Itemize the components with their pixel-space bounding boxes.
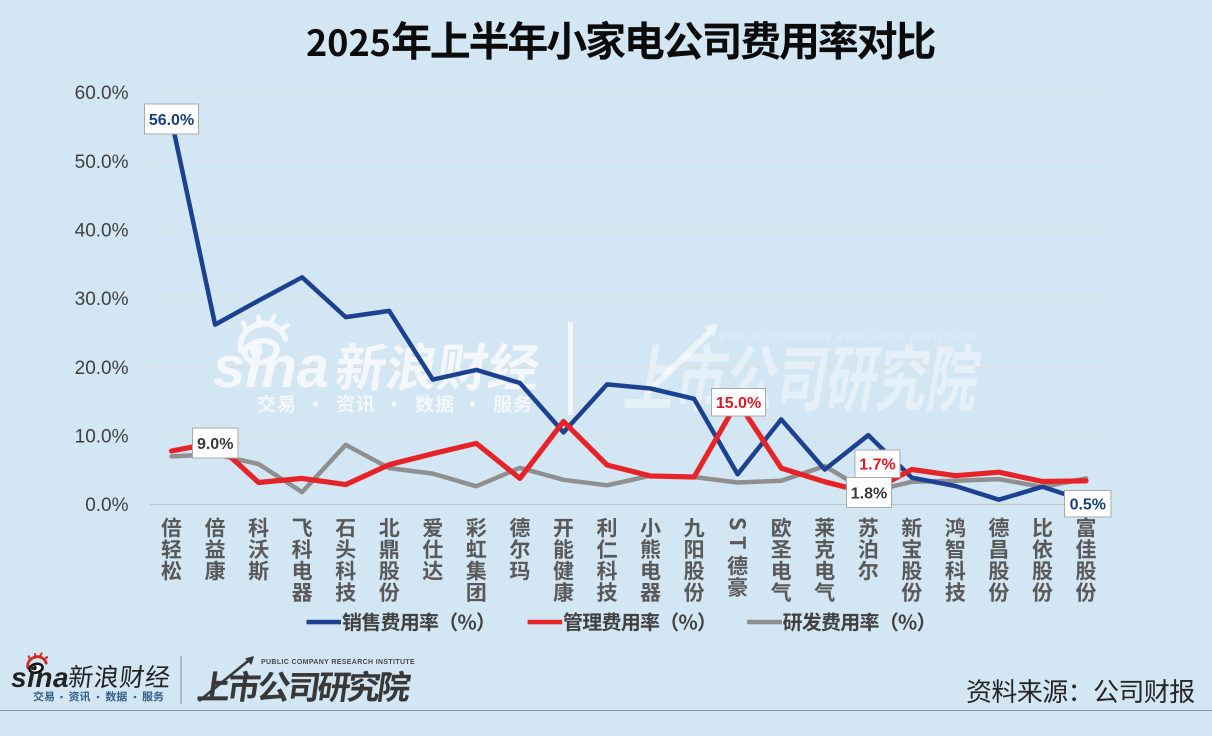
svg-text:56.0%: 56.0% <box>149 112 194 129</box>
svg-text:40.0%: 40.0% <box>75 221 129 242</box>
svg-text:60.0%: 60.0% <box>75 83 129 104</box>
svg-text:50.0%: 50.0% <box>75 152 129 173</box>
svg-text:PUBLIC COMPANY RESEARCH INSTIT: PUBLIC COMPANY RESEARCH INSTITUTE <box>261 659 415 666</box>
svg-text:1.8%: 1.8% <box>851 485 887 502</box>
svg-text:0.5%: 0.5% <box>1070 497 1106 514</box>
svg-text:10.0%: 10.0% <box>75 427 129 448</box>
svg-text:PUBLIC COMPANY RESEARCH INSTIT: PUBLIC COMPANY RESEARCH INSTITUTE <box>719 332 976 344</box>
svg-text:0.0%: 0.0% <box>85 495 128 516</box>
svg-text:1.7%: 1.7% <box>859 457 895 474</box>
svg-text:15.0%: 15.0% <box>716 395 761 412</box>
svg-text:20.0%: 20.0% <box>75 358 129 379</box>
svg-text:sina: sina <box>213 335 329 400</box>
svg-text:sina: sina <box>11 662 69 693</box>
svg-text:9.0%: 9.0% <box>197 436 233 453</box>
svg-text:30.0%: 30.0% <box>75 289 129 310</box>
